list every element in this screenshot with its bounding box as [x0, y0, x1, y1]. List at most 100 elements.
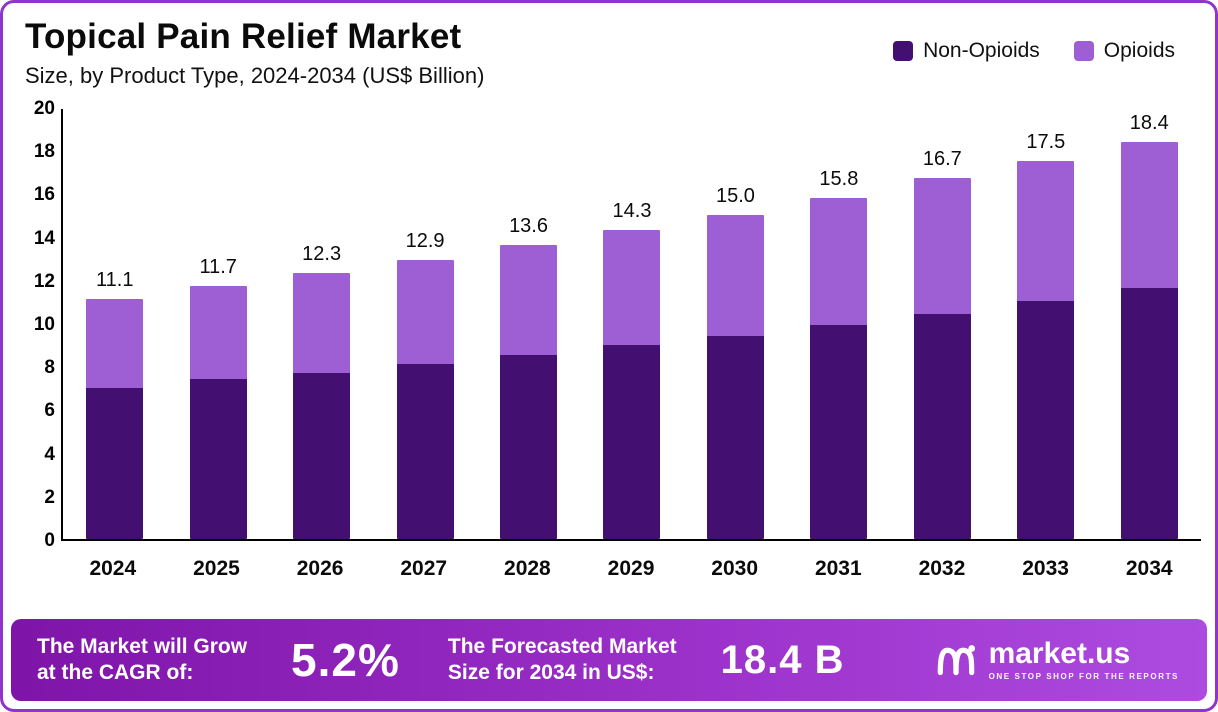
bar-total-label: 15.8 — [819, 167, 859, 190]
forecast-value: 18.4 B — [720, 637, 845, 682]
bar-group: 12.3 — [270, 109, 373, 539]
bar-group: 11.7 — [166, 109, 269, 539]
x-tick-label: 2025 — [193, 557, 240, 580]
page-subtitle: Size, by Product Type, 2024-2034 (US$ Bi… — [25, 63, 485, 88]
y-tick-label: 4 — [44, 443, 55, 465]
stacked-bar — [86, 299, 144, 539]
bar-segment-opioids — [396, 260, 454, 365]
x-tick-label: 2030 — [711, 557, 759, 580]
brand-name: market.us — [988, 637, 1131, 670]
legend-label-opioids: Opioids — [1103, 39, 1175, 62]
cagr-label: The Market will Grow at the CAGR of: — [37, 634, 248, 684]
bar-group: 14.3 — [580, 109, 683, 539]
bar-total-label: 17.5 — [1026, 131, 1066, 153]
y-tick-label: 0 — [44, 530, 55, 551]
y-axis: 20 18 16 14 12 10 8 6 4 2 0 — [13, 98, 61, 551]
x-tick-label: 2024 — [89, 557, 137, 580]
bar-total-label: 11.1 — [96, 269, 134, 292]
bar-total-label: 11.7 — [199, 256, 237, 279]
bar-group: 16.7 — [891, 109, 994, 539]
y-tick-label: 20 — [33, 98, 55, 119]
legend-swatch-opioids — [1073, 41, 1094, 61]
stacked-bar-chart: 20 18 16 14 12 10 8 6 4 2 0 11.1 11.7 12.3 12.9 13.6 14… — [3, 89, 1215, 605]
bar-segment-opioids — [1017, 161, 1075, 302]
legend-item-opioids: Opioids — [1073, 39, 1175, 63]
y-tick-label: 14 — [33, 227, 55, 249]
bar-segment-non-opioids — [396, 364, 454, 539]
stacked-bar — [913, 178, 971, 539]
x-tick-label: 2034 — [1125, 557, 1173, 580]
legend-item-non-opioids: Non-Opioids — [893, 39, 1040, 63]
x-tick-label: 2032 — [918, 557, 966, 580]
bar-total-label: 12.3 — [302, 243, 342, 266]
bar-group: 17.5 — [994, 109, 1097, 539]
x-tick-label: 2031 — [814, 557, 862, 580]
y-tick-label: 2 — [44, 486, 55, 508]
bar-segment-non-opioids — [913, 314, 971, 539]
bar-segment-non-opioids — [603, 344, 661, 539]
bar-segment-opioids — [500, 245, 558, 356]
bar-segment-opioids — [706, 215, 764, 336]
bar-group: 12.9 — [373, 109, 476, 539]
bar-segment-non-opioids — [1120, 288, 1178, 539]
bar-group: 11.1 — [63, 109, 166, 539]
market-us-logo: market.us ONE STOP SHOP FOR THE REPORTS — [933, 637, 1179, 683]
y-tick-label: 6 — [44, 400, 55, 422]
y-tick-label: 18 — [33, 141, 55, 163]
stacked-bar — [1120, 141, 1178, 539]
bar-total-label: 14.3 — [612, 200, 652, 223]
bar-segment-non-opioids — [706, 335, 764, 539]
bar-segment-opioids — [603, 230, 661, 345]
stacked-bar — [810, 197, 868, 539]
stacked-bar — [706, 215, 764, 539]
bar-segment-non-opioids — [86, 387, 144, 539]
stacked-bar — [189, 286, 247, 539]
x-axis: 2024 2025 2026 2027 2028 2029 2030 2031 2032 2033… — [61, 557, 1201, 581]
brand-text: market.us ONE STOP SHOP FOR THE REPORTS — [989, 639, 1179, 681]
bar-segment-opioids — [189, 286, 247, 380]
x-tick-label: 2033 — [1022, 557, 1069, 580]
bar-total-label: 15.0 — [715, 185, 755, 207]
x-tick-label: 2029 — [607, 557, 655, 580]
cagr-value: 5.2% — [291, 634, 400, 686]
bar-segment-non-opioids — [500, 355, 558, 539]
titles: Topical Pain Relief Market Size, by Prod… — [25, 17, 484, 89]
bar-total-label: 18.4 — [1129, 111, 1169, 134]
bar-segment-non-opioids — [293, 372, 351, 539]
x-tick-label: 2028 — [504, 557, 551, 580]
bar-segment-opioids — [810, 197, 868, 326]
bar-group: 18.4 — [1098, 109, 1201, 539]
bar-total-label: 16.7 — [922, 148, 962, 171]
bar-group: 15.0 — [684, 109, 787, 539]
stacked-bar — [603, 230, 661, 539]
page-title: Topical Pain Relief Market — [25, 17, 462, 56]
y-tick-label: 8 — [44, 357, 55, 379]
bar-segment-non-opioids — [810, 325, 868, 539]
y-tick-label: 16 — [33, 184, 55, 206]
header: Topical Pain Relief Market Size, by Prod… — [3, 3, 1215, 89]
stacked-bar — [500, 245, 558, 539]
plot-wrap: 11.1 11.7 12.3 12.9 13.6 14.3 15.0 15.8 16.7 17.5… — [61, 109, 1201, 605]
stacked-bar — [293, 273, 351, 539]
bar-total-label: 13.6 — [509, 215, 548, 238]
stacked-bar — [396, 260, 454, 539]
bar-group: 13.6 — [477, 109, 580, 539]
bar-segment-opioids — [293, 273, 351, 373]
bar-segment-opioids — [86, 299, 144, 388]
bar-group: 15.8 — [787, 109, 890, 539]
bar-segment-non-opioids — [189, 379, 247, 539]
bar-segment-opioids — [913, 178, 971, 315]
bar-segment-opioids — [1120, 141, 1178, 289]
y-tick-label: 10 — [33, 314, 55, 335]
forecast-label: The Forecasted Market Size for 2034 in U… — [447, 634, 677, 684]
legend: Non-Opioids Opioids — [893, 39, 1175, 63]
legend-swatch-non-opioids — [893, 41, 914, 61]
plot-area: 11.1 11.7 12.3 12.9 13.6 14.3 15.0 15.8 16.7 17.5… — [61, 109, 1201, 541]
footer-banner: The Market will Grow at the CAGR of: 5.2… — [11, 619, 1207, 701]
market-us-logo-icon — [937, 645, 975, 676]
y-tick-label: 12 — [33, 270, 55, 292]
legend-label-non-opioids: Non-Opioids — [923, 39, 1040, 62]
x-tick-label: 2027 — [400, 557, 448, 580]
stacked-bar — [1017, 161, 1075, 539]
